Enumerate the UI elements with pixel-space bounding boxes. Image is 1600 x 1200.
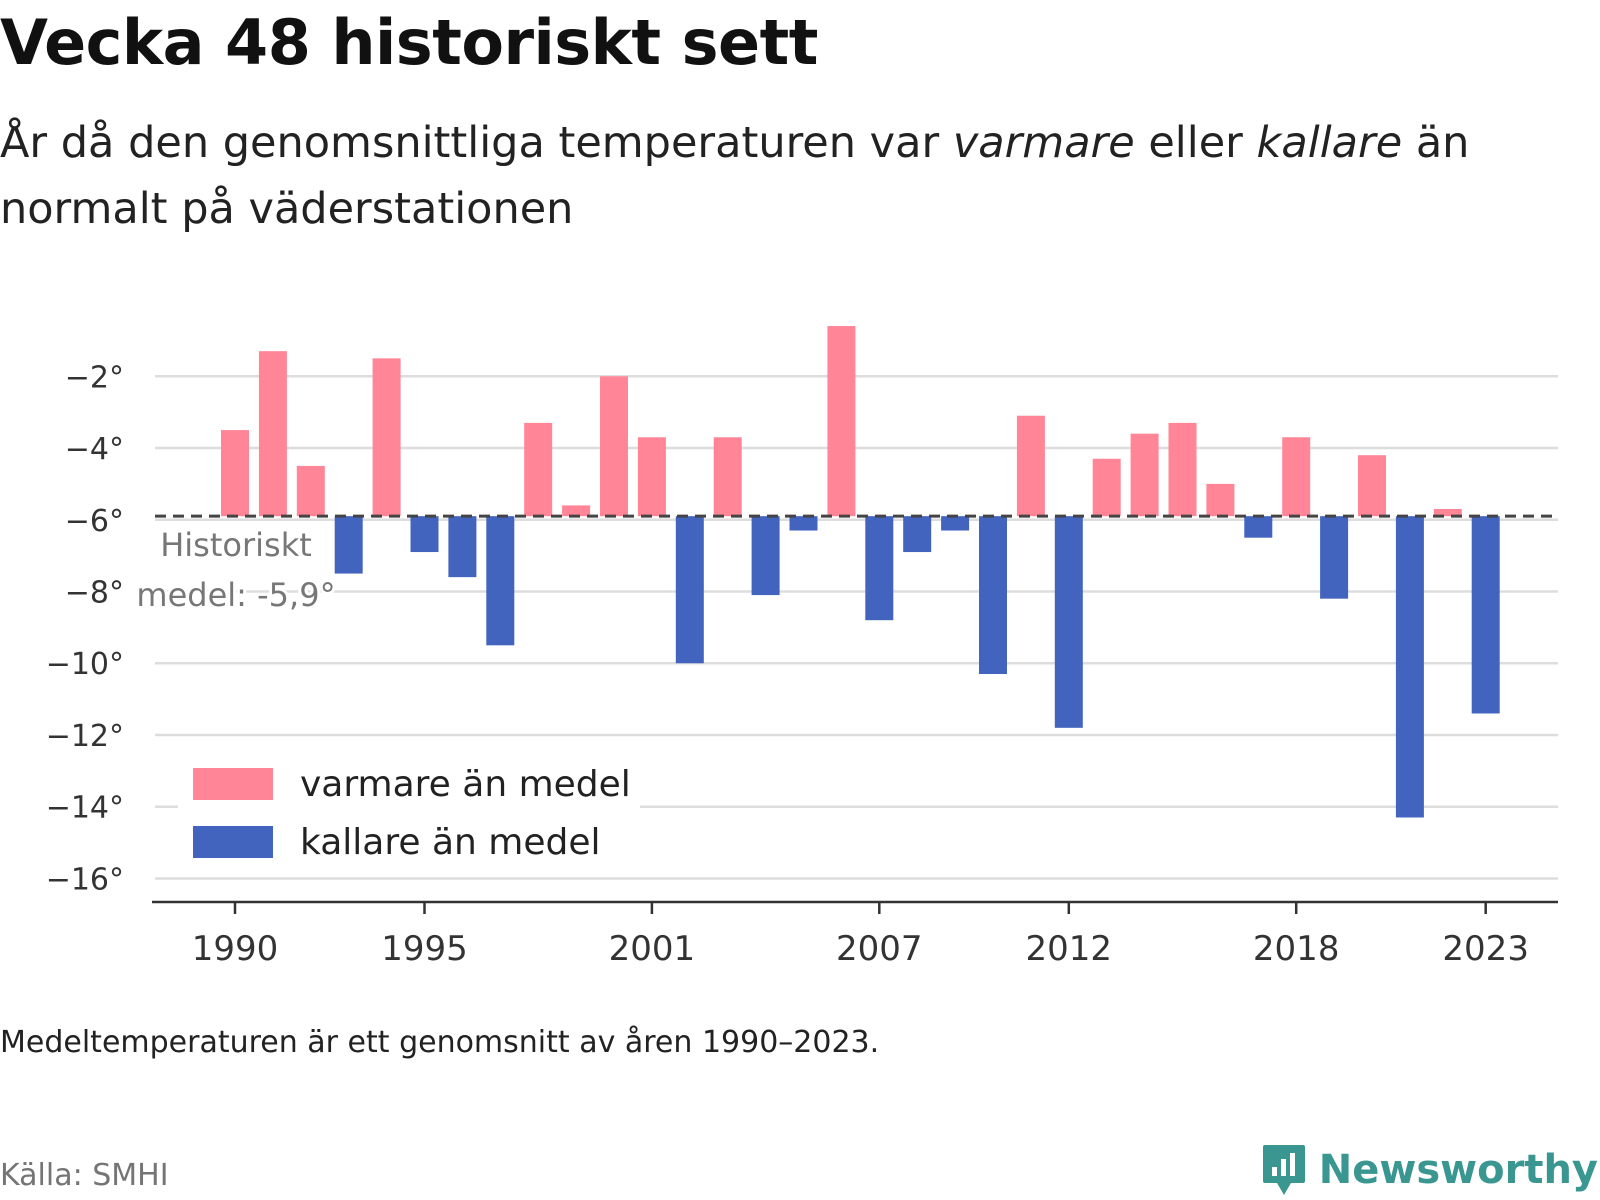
footnote: Medeltemperaturen är ett genomsnitt av å… (0, 1025, 880, 1060)
bar-warmer (524, 422, 553, 517)
bar-warmer (1092, 458, 1121, 517)
bar-colder (903, 516, 932, 553)
x-tick-label: 2001 (609, 929, 696, 969)
y-tick-label: −4° (65, 432, 124, 467)
subtitle-emphasis-colder: kallare (1256, 118, 1403, 168)
bar-colder (1395, 516, 1424, 818)
bar-warmer (600, 376, 628, 517)
bar-warmer (296, 465, 325, 517)
bar-colder (486, 516, 515, 646)
bar-warmer (713, 437, 742, 517)
x-tick-label: 2023 (1442, 929, 1529, 969)
bar-warmer (1358, 455, 1386, 517)
y-tick-label: −2° (65, 360, 124, 395)
bar-colder (789, 516, 818, 531)
bar-warmer (221, 430, 249, 517)
bar-warmer (1206, 483, 1235, 517)
legend-label-colder: kallare än medel (300, 822, 600, 863)
bar-warmer (827, 326, 856, 517)
chart-title: Vecka 48 historiskt sett (0, 6, 818, 79)
x-axis: 1990 1995 2001 2007 2012 2018 2023 (152, 900, 1558, 969)
x-tick-label: 2018 (1253, 929, 1340, 969)
bar-colder (1320, 516, 1349, 599)
subtitle-emphasis-warmer: varmare (952, 118, 1135, 168)
bar-warmer (562, 505, 591, 517)
legend-swatch-warmer (193, 768, 273, 800)
y-axis-tick-labels: −2° −4° −6° −8° −10° −12° −14° −16° (46, 360, 124, 897)
bars (221, 326, 1500, 818)
legend-label-warmer: varmare än medel (300, 764, 631, 805)
y-tick-label: −14° (46, 791, 124, 826)
bar-warmer (1282, 437, 1311, 517)
baseline-group: Historiskt medel: -5,9° (133, 514, 1558, 617)
bar-warmer (1168, 422, 1197, 517)
bar-colder (751, 516, 780, 596)
subtitle-text-1: År då den genomsnittliga temperaturen va… (0, 118, 953, 168)
bar-colder (1054, 516, 1083, 728)
y-tick-label: −6° (65, 504, 124, 539)
legend-swatch-colder (193, 826, 273, 858)
bar-colder (1471, 516, 1500, 714)
bar-colder (675, 516, 704, 664)
x-tick-label: 1990 (192, 929, 279, 969)
bar-colder (941, 516, 970, 531)
bar-warmer (372, 358, 401, 517)
bar-colder (334, 516, 363, 574)
x-tick-label: 2007 (836, 929, 923, 969)
y-tick-label: −10° (46, 647, 124, 682)
chart-subtitle: År då den genomsnittliga temperaturen va… (0, 110, 1590, 242)
y-tick-label: −8° (65, 576, 124, 611)
bar-warmer (1016, 415, 1045, 517)
bar-warmer (1433, 508, 1462, 517)
y-tick-label: −16° (46, 862, 124, 897)
x-tick-label: 2012 (1026, 929, 1113, 969)
subtitle-text-2: eller (1134, 118, 1257, 168)
bar-colder (1244, 516, 1273, 538)
brand-logo[interactable]: Newsworthy (1261, 1140, 1598, 1200)
bar-warmer (1130, 433, 1159, 517)
bar-colder (979, 516, 1007, 675)
bar-colder (865, 516, 894, 621)
newsworthy-logo-icon (1262, 1145, 1305, 1195)
historical-mean-label-line2: medel: -5,9° (136, 576, 335, 614)
bar-colder (410, 516, 439, 553)
bar-warmer (258, 351, 287, 517)
historical-mean-label-line1: Historiskt (160, 526, 312, 564)
source-credit: Källa: SMHI (0, 1158, 169, 1193)
legend: varmare än medel kallare än medel (178, 752, 640, 870)
bar-warmer (637, 437, 666, 517)
subtitle-text-3: än normalt på väderstationen (0, 118, 1470, 234)
bar-colder (448, 516, 477, 578)
brand-name: Newsworthy (1318, 1147, 1598, 1193)
x-tick-label: 1995 (381, 929, 468, 969)
y-tick-label: −12° (46, 719, 124, 754)
